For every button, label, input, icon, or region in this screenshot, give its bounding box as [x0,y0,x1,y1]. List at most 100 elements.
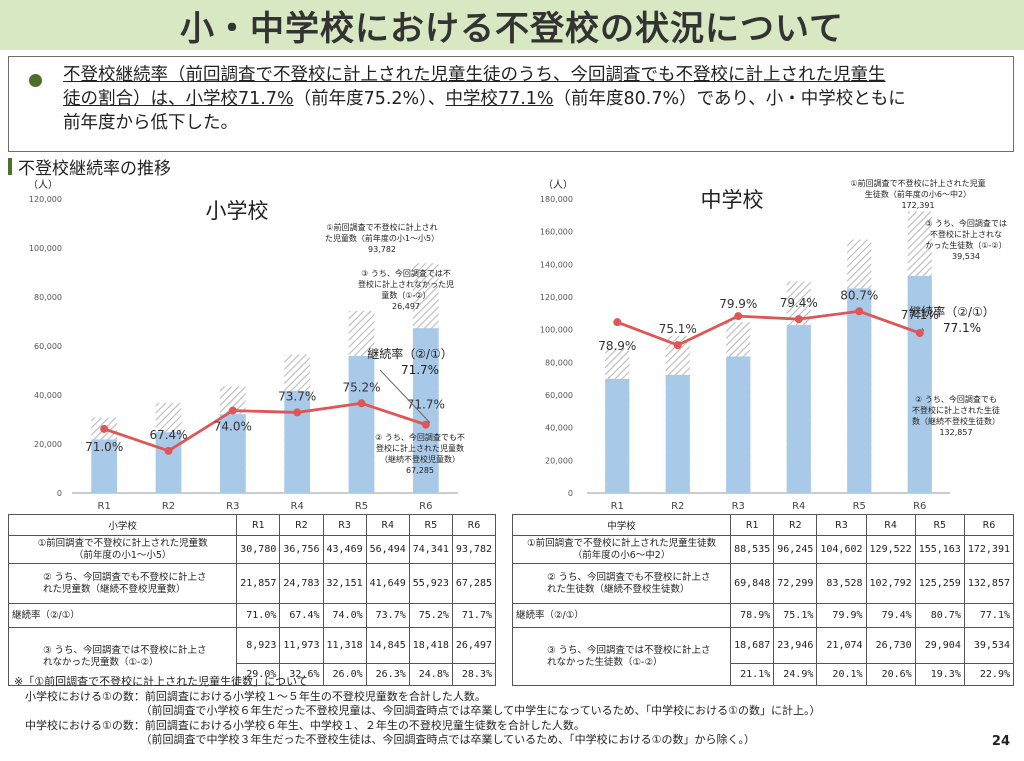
rate-point [421,420,430,429]
table-cell: 39,534 [963,627,1015,664]
annotation-rate-value: 77.1% [943,321,981,335]
x-tick-label: R5 [853,501,866,512]
table-cell: 36,756 [279,535,324,564]
table-cell: 125,259 [914,563,965,604]
bar-continued [155,432,182,493]
table-header-row: 中学校 R1 R2 R3 R4 R5 R6 [511,514,1015,536]
table-cell: 104,602 [816,535,867,564]
x-tick-label: R4 [291,501,304,512]
row-label-line: （前年度の小1〜小5） [73,549,172,561]
y-tick-label: 160,000 [540,228,573,237]
table-cell: 21,074 [816,627,867,664]
table-cell: 21,857 [236,563,281,604]
table-cell: 56,494 [365,535,410,564]
row-label: ② うち、今回調査でも不登校に計上さ れた児童数（継続不登校児童数） [7,563,238,604]
footnote-line: ※「①前回調査で不登校に計上された児童生徒数」について [14,675,308,688]
table-row: 継続率（②/①） 71.0% 67.4% 74.0% 73.7% 75.2% 7… [7,603,497,628]
annotation-continued: ② うち、今回調査でも [915,394,997,404]
chart-junior-high: 0 20,000 40,000 60,000 80,000 100,000 120,000 1… [540,178,1007,512]
footnotes: ※「①前回調査で不登校に計上された児童生徒数」について 小学校における①の数：前… [14,675,820,748]
table-header-cell: R3 [322,514,367,536]
bar-continued [348,355,375,493]
row-label-line: れなかった生徒数（①-②） [547,656,663,668]
summary-part: 前年度から低下した。 [63,113,238,133]
annotation-not-continued: 26,497 [392,302,420,311]
page-number: 24 [991,734,1010,749]
table-cell: 79.9% [816,603,867,628]
rate-point [164,446,173,455]
summary-text: 不登校継続率（前回調査で不登校に計上された児童生徒のうち、今回調査でも不登校に計… [63,63,993,135]
table-cell: 79.4% [865,603,916,628]
rate-label: 74.0% [214,420,252,434]
annotation-not-continued: 不登校に計上されな [930,229,1002,239]
table-cell: 11,318 [322,627,367,664]
table-cell: 11,973 [279,627,324,664]
y-tick-label: 180,000 [540,195,573,204]
table-row: ② うち、今回調査でも不登校に計上さ れた児童数（継続不登校児童数） 21,857… [7,563,497,604]
page-title: 小・中学校における不登校の状況について [180,8,844,49]
table-header-cell: R1 [236,514,281,536]
y-tick-label: 60,000 [34,342,62,351]
table-cell: 88,535 [730,535,775,564]
y-tick-label: 120,000 [29,195,62,204]
bar-continued [605,378,630,493]
table-cell: 67.4% [279,603,324,628]
table-cell: 41,649 [365,563,410,604]
bar-continued [665,374,690,493]
title-bar: 小・中学校における不登校の状況について [0,0,1024,50]
rate-point [357,399,366,408]
annotation-total: た児童数（前年度の小1〜小5） [325,233,439,243]
summary-part: （前年度80.7%）であり、小・中学校ともに [553,89,906,109]
table-header-cell: 中学校 [511,514,732,536]
y-tick-label: 0 [568,489,573,498]
section-title: 不登校継続率の推移 [8,154,171,179]
table-cell: 24,783 [279,563,324,604]
y-tick-label: 20,000 [34,440,62,449]
summary-part: （前年度75.2%）、 [293,89,446,109]
table-header-cell: R2 [773,514,818,536]
table-cell: 67,285 [451,563,497,604]
annotation-continued: ② うち、今回調査でも不 [375,432,465,442]
row-label-line: （前年度の小6〜中2） [572,549,671,561]
rate-label: 71.0% [85,440,123,454]
table-cell: 74,341 [408,535,453,564]
chart-title: 中学校 [701,188,764,212]
table-elementary: 小学校 R1 R2 R3 R4 R5 R6 ①前回調査で不登校に計上された児童数… [7,514,497,686]
table-cell: 69,848 [730,563,775,604]
footnote-line: 小学校における①の数：前回調査における小学校１〜５年生の不登校児童数を合計した人… [14,689,486,703]
table-cell: 132,857 [963,563,1015,604]
y-axis-unit: （人） [28,179,58,191]
table-row: ③ うち、今回調査では不登校に計上さ れなかった生徒数（①-②） 18,687 2… [511,627,1015,686]
rate-point [228,406,237,415]
table-cell: 22.9% [963,663,1015,686]
table-header-cell: R5 [408,514,453,536]
section-title-text: 不登校継続率の推移 [18,159,171,179]
x-tick-label: R2 [671,501,684,512]
rate-point [734,312,743,321]
y-tick-label: 60,000 [545,391,573,400]
table-cell: 155,163 [914,535,965,564]
table-cell: 20.6% [865,663,916,686]
annotation-continued: 登校に計上された児童数 [376,443,464,453]
table-cell: 72,299 [773,563,818,604]
row-label-line: ② うち、今回調査でも不登校に計上さ [43,571,207,583]
x-tick-label: R3 [732,501,745,512]
table-cell: 77.1% [963,603,1015,628]
annotation-total: 172,391 [901,201,934,210]
footnote-line: （前回調査で小学校６年生だった不登校児童は、今回調査時点では卒業して中学生になっ… [14,704,821,717]
table-cell: 20.1% [816,663,867,686]
rate-label: 75.1% [659,322,697,336]
annotation-continued: 不登校に計上された生徒 [912,405,1000,415]
bar-continued [786,325,811,493]
table-cell: 30,780 [236,535,281,564]
y-tick-label: 120,000 [540,293,573,302]
rate-label: 75.2% [342,380,380,394]
x-tick-label: R1 [98,501,111,512]
table-header-cell: R3 [816,514,867,536]
bar-continued [219,414,246,493]
table-row: 21.1% 24.9% 20.1% 20.6% 19.3% 22.9% [513,663,1015,686]
row-label: ①前回調査で不登校に計上された児童生徒数 （前年度の小6〜中2） [511,535,732,564]
summary-junior-rate: 中学校77.1% [445,89,554,109]
table-cell: 71.0% [236,603,281,628]
annotation-not-continued: ③ うち、今回調査では不 [361,268,451,278]
